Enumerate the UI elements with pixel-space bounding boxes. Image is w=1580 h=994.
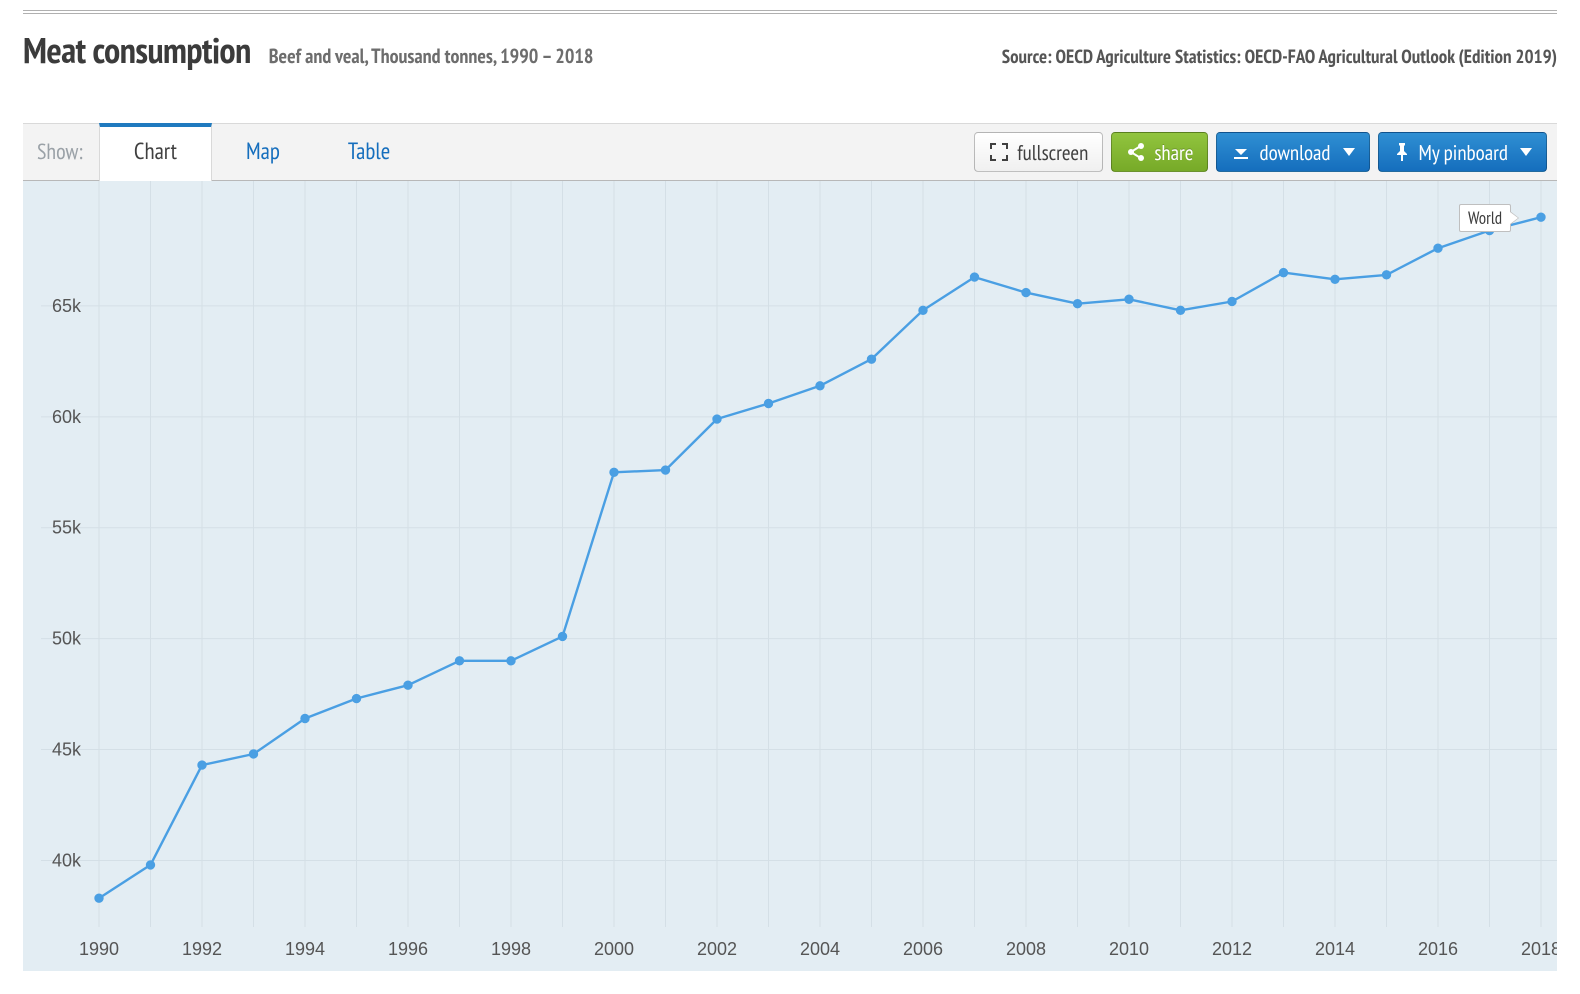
download-button[interactable]: download	[1216, 132, 1369, 172]
view-tabs: Chart Map Table	[99, 124, 424, 180]
button-label: share	[1154, 139, 1193, 166]
svg-text:1992: 1992	[182, 939, 222, 959]
tab-table[interactable]: Table	[314, 124, 424, 180]
svg-text:40k: 40k	[52, 850, 82, 870]
svg-text:50k: 50k	[52, 629, 82, 649]
svg-text:2014: 2014	[1315, 939, 1355, 959]
svg-text:2010: 2010	[1109, 939, 1149, 959]
svg-text:2002: 2002	[697, 939, 737, 959]
tab-map[interactable]: Map	[212, 124, 314, 180]
action-buttons: fullscreen share download	[974, 124, 1557, 180]
svg-text:1994: 1994	[285, 939, 325, 959]
svg-text:45k: 45k	[52, 740, 82, 760]
svg-text:2008: 2008	[1006, 939, 1046, 959]
svg-text:1998: 1998	[491, 939, 531, 959]
svg-text:2006: 2006	[903, 939, 943, 959]
source-text: Source: OECD Agriculture Statistics: OEC…	[1002, 45, 1557, 69]
svg-text:2018: 2018	[1521, 939, 1557, 959]
tab-label: Chart	[134, 137, 177, 166]
chevron-down-icon	[1343, 148, 1355, 156]
svg-text:65k: 65k	[52, 296, 82, 316]
chevron-down-icon	[1520, 148, 1532, 156]
svg-text:2012: 2012	[1212, 939, 1252, 959]
svg-text:1990: 1990	[79, 939, 119, 959]
button-label: download	[1259, 139, 1330, 166]
chart-area[interactable]: 40k 45k 50k 55k 60k 65k 1990 1992 1994 1996 1998 20…	[23, 181, 1557, 971]
tab-chart[interactable]: Chart	[99, 123, 212, 181]
svg-text:60k: 60k	[52, 407, 82, 427]
fullscreen-icon	[989, 142, 1009, 162]
pinboard-button[interactable]: My pinboard	[1378, 132, 1547, 172]
tab-label: Map	[246, 137, 280, 166]
fullscreen-button[interactable]: fullscreen	[974, 132, 1103, 172]
page-title: Meat consumption	[23, 26, 251, 73]
button-label: My pinboard	[1419, 139, 1508, 166]
series-label[interactable]: World	[1459, 204, 1511, 232]
line-chart-svg: 40k 45k 50k 55k 60k 65k 1990 1992 1994 1996 1998 20…	[23, 181, 1557, 971]
tab-label: Table	[348, 137, 390, 166]
svg-text:1996: 1996	[388, 939, 428, 959]
svg-text:2016: 2016	[1418, 939, 1458, 959]
svg-text:55k: 55k	[52, 518, 82, 538]
svg-text:2004: 2004	[800, 939, 840, 959]
header: Meat consumption Beef and veal, Thousand…	[0, 14, 1580, 79]
page-subtitle: Beef and veal, Thousand tonnes, 1990 – 2…	[269, 43, 594, 69]
view-toolbar: Show: Chart Map Table fullscreen	[23, 123, 1557, 181]
svg-text:2000: 2000	[594, 939, 634, 959]
show-label: Show:	[23, 124, 99, 180]
download-icon	[1231, 142, 1251, 162]
pin-icon	[1393, 142, 1411, 162]
share-icon	[1126, 142, 1146, 162]
button-label: fullscreen	[1017, 139, 1088, 166]
share-button[interactable]: share	[1111, 132, 1208, 172]
